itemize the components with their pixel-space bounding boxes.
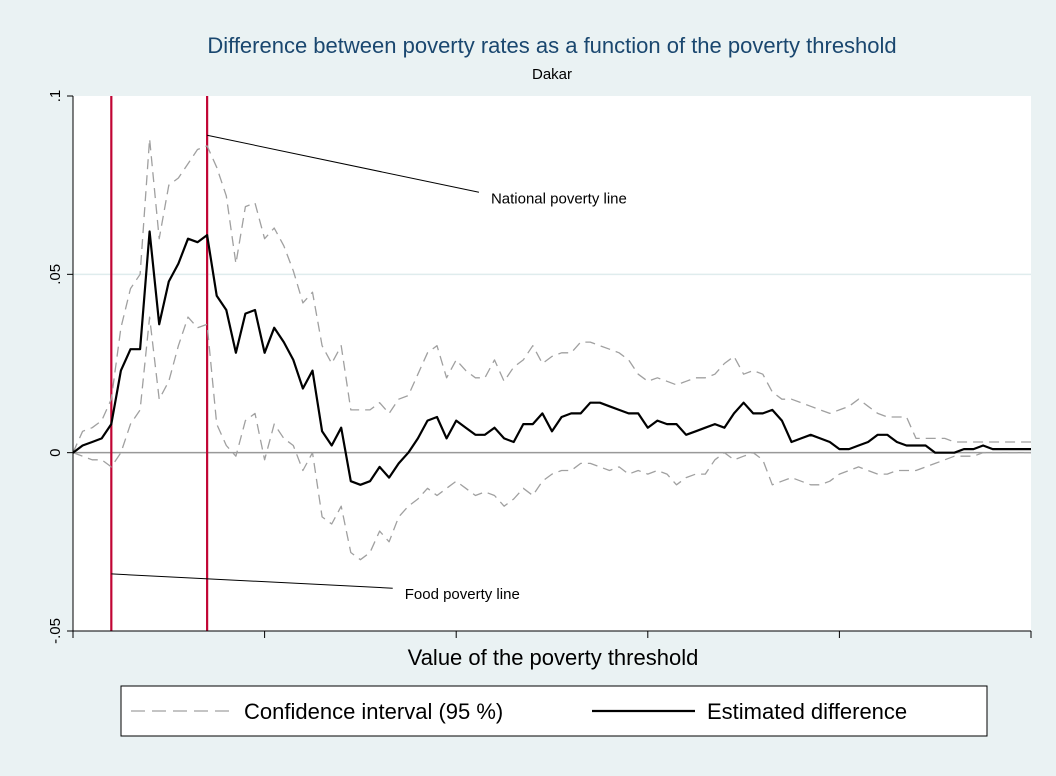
axes: -.05 0 .05 .1 — [47, 90, 1032, 644]
legend-label-ci: Confidence interval (95 %) — [244, 699, 503, 724]
legend: Confidence interval (95 %) Estimated dif… — [120, 685, 988, 737]
annotation-leader — [207, 134, 480, 193]
series-ci-upper — [72, 138, 1031, 453]
plot-area — [73, 96, 1031, 631]
y-tick-label: .1 — [47, 90, 64, 103]
annotation-label: Food poverty line — [405, 586, 520, 603]
annotation-leader — [111, 573, 393, 589]
annotation-label: National poverty line — [491, 190, 627, 207]
chart-title: Difference between poverty rates as a fu… — [207, 33, 896, 58]
y-tick-label: .05 — [47, 264, 64, 285]
legend-box — [120, 685, 988, 737]
reference-lines — [110, 96, 209, 631]
x-axis-label: Value of the poverty threshold — [408, 645, 699, 670]
series-estimated-difference — [72, 230, 1031, 486]
grid-layer — [73, 273, 1031, 454]
series-layer — [72, 138, 1031, 561]
y-tick-label: -.05 — [47, 618, 64, 644]
y-tick-label: 0 — [47, 448, 64, 456]
series-ci-lower — [72, 316, 1031, 561]
legend-label-estimate: Estimated difference — [707, 699, 907, 724]
annotations: National poverty line Food poverty line — [111, 134, 627, 603]
chart-subtitle: Dakar — [532, 66, 572, 83]
